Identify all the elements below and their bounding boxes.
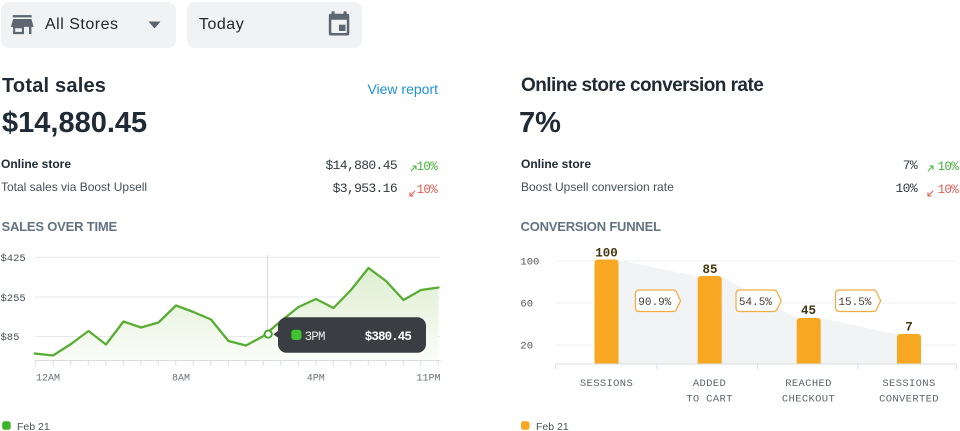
svg-text:ADDED: ADDED: [693, 378, 726, 390]
svg-text:54.5%: 54.5%: [739, 297, 772, 309]
svg-text:8AM: 8AM: [172, 373, 190, 384]
svg-text:REACHED: REACHED: [785, 378, 832, 390]
svg-text:90.9%: 90.9%: [638, 297, 671, 309]
svg-text:SESSIONS: SESSIONS: [580, 378, 633, 390]
svg-text:CONVERTED: CONVERTED: [879, 394, 939, 406]
svg-text:SESSIONS: SESSIONS: [882, 378, 935, 390]
svg-text:4PM: 4PM: [307, 373, 325, 384]
svg-text:45: 45: [801, 304, 816, 318]
svg-text:100: 100: [595, 247, 618, 261]
svg-text:85: 85: [702, 263, 717, 277]
svg-text:Feb 21: Feb 21: [17, 421, 50, 431]
svg-text:60: 60: [520, 299, 533, 311]
svg-text:7: 7: [905, 321, 913, 335]
svg-text:12AM: 12AM: [36, 373, 60, 384]
svg-text:TO CART: TO CART: [686, 394, 733, 406]
svg-text:3PM: 3PM: [305, 330, 325, 344]
svg-text:20: 20: [520, 341, 533, 353]
svg-text:CHECKOUT: CHECKOUT: [782, 394, 835, 406]
svg-text:$255: $255: [1, 293, 26, 305]
svg-text:$380.45: $380.45: [365, 330, 412, 344]
svg-text:Feb 21: Feb 21: [536, 421, 569, 431]
svg-text:11PM: 11PM: [416, 373, 440, 384]
svg-text:15.5%: 15.5%: [838, 297, 871, 309]
svg-text:$425: $425: [1, 253, 26, 265]
svg-text:100: 100: [520, 257, 539, 269]
svg-text:$85: $85: [1, 332, 20, 344]
